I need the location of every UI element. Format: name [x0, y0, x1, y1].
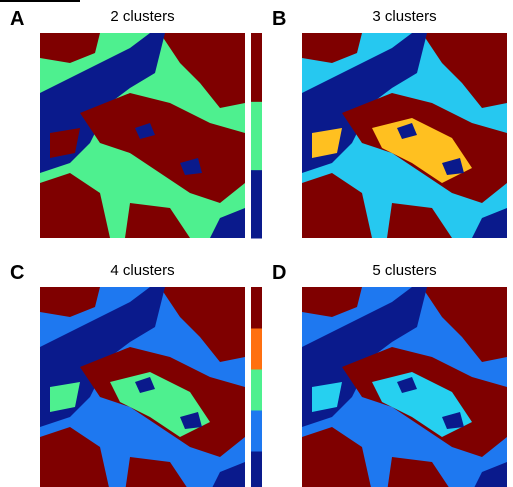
colorbar-segment	[251, 410, 262, 452]
top-rule	[0, 0, 80, 2]
panel-title: 2 clusters	[110, 8, 174, 25]
panel-letter: C	[10, 262, 24, 284]
colorbar-segment	[251, 451, 262, 487]
cluster-map	[40, 33, 245, 238]
colorbar-segment	[251, 287, 262, 329]
panel-letter: D	[272, 262, 286, 284]
figure: A 2 clusters B 3 clusters C 4 clusters D 5 clus…	[0, 0, 513, 487]
cluster-map	[40, 287, 245, 487]
colorbar-segment	[251, 33, 262, 102]
colorbar-segment	[251, 170, 262, 239]
colorbar-segment	[251, 101, 262, 170]
colorbar-segment	[251, 328, 262, 370]
colorbar-segment	[251, 369, 262, 411]
cluster-map	[302, 33, 507, 238]
panel-title: 3 clusters	[372, 8, 436, 25]
panel-title: 5 clusters	[372, 262, 436, 279]
panel-letter: A	[10, 8, 24, 30]
panel-letter: B	[272, 8, 286, 30]
panel-title: 4 clusters	[110, 262, 174, 279]
cluster-map	[302, 287, 507, 487]
